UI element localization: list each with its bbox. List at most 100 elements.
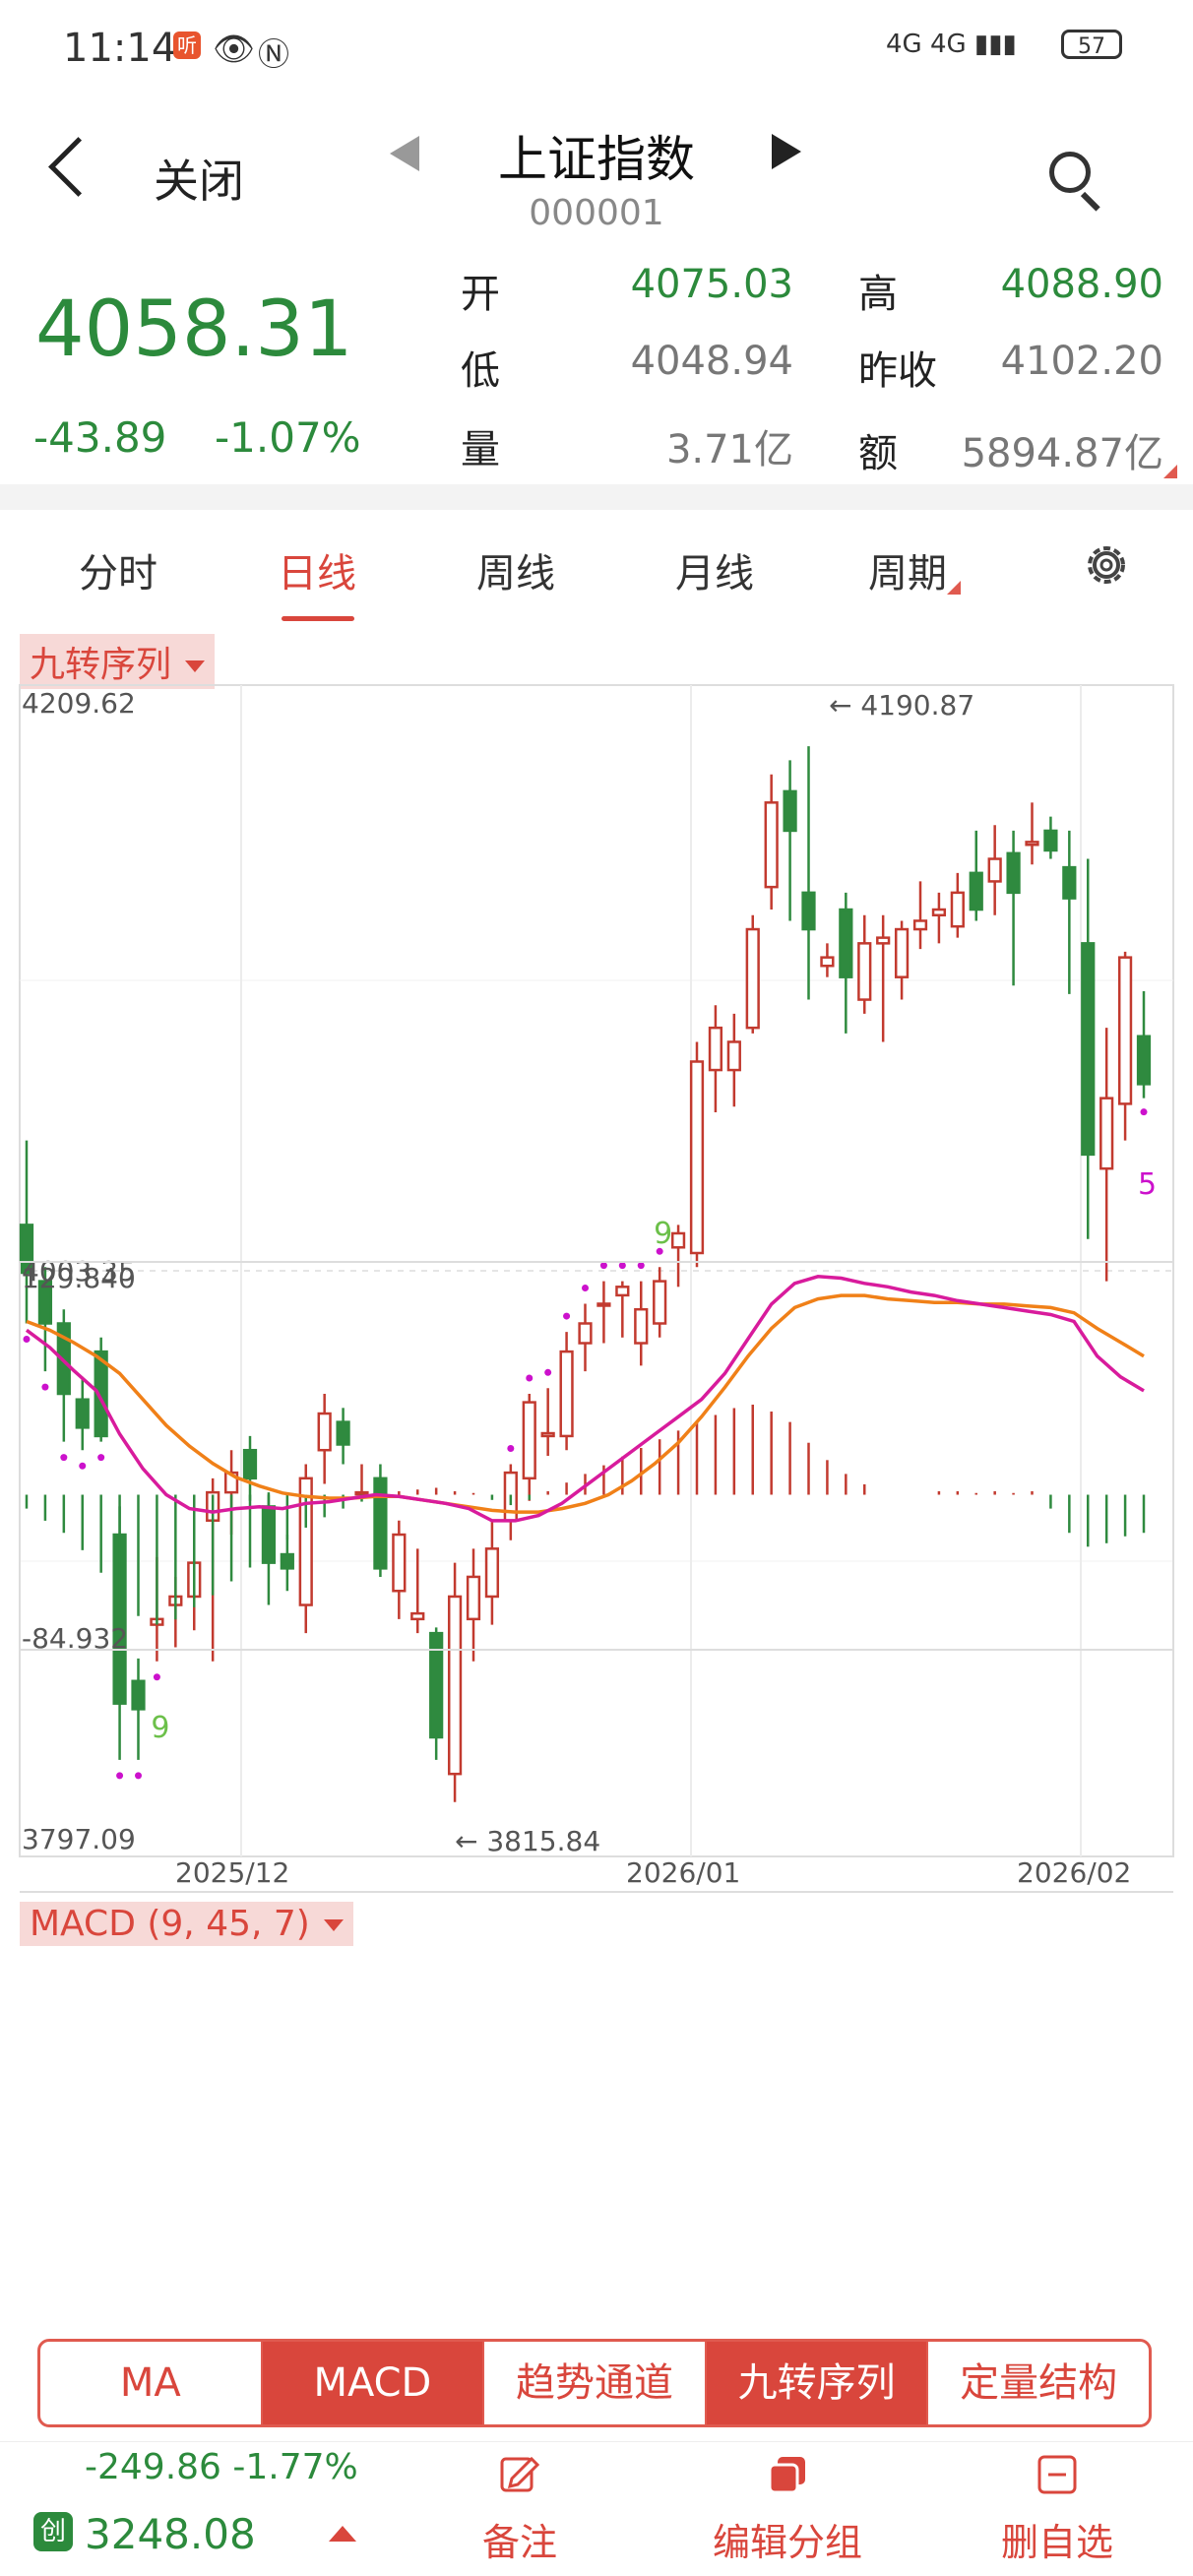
candle-down xyxy=(280,1552,294,1570)
candle-up xyxy=(708,1026,723,1072)
kline-chart[interactable]: 9 9 5 4209.62 4003.35 3797.09 ← 4190.87 ← 3815.… xyxy=(0,679,1193,2343)
td-sequence-button[interactable]: 九转序列 xyxy=(706,2342,929,2424)
close-button[interactable]: 关闭 xyxy=(154,155,244,208)
candle-up xyxy=(745,927,760,1030)
chevron-down-icon xyxy=(185,660,206,672)
candle-up xyxy=(559,1350,574,1438)
next-stock-icon[interactable] xyxy=(772,134,801,169)
candle-down xyxy=(19,1224,34,1275)
td-dot xyxy=(153,1673,160,1681)
candle-down xyxy=(37,1280,53,1325)
x-tick-label: 2026/01 xyxy=(626,1856,740,1889)
candle-up xyxy=(689,1060,705,1255)
low-annotation: ← 3815.84 xyxy=(455,1825,600,1857)
low-label: 低 xyxy=(461,348,500,394)
battery-icon: 57 xyxy=(1061,30,1122,59)
candle-up xyxy=(670,1231,686,1249)
ma-button[interactable]: MA xyxy=(40,2342,263,2424)
expand-corner-icon[interactable] xyxy=(1163,465,1177,478)
volume-label: 量 xyxy=(461,427,500,472)
td-dot xyxy=(618,1262,626,1270)
back-icon[interactable] xyxy=(48,137,108,197)
td-dot xyxy=(23,1336,31,1344)
group-icon[interactable] xyxy=(766,2453,809,2496)
remove-icon[interactable] xyxy=(1036,2453,1079,2496)
candle-down xyxy=(969,871,983,911)
tab-intraday[interactable]: 分时 xyxy=(79,551,157,597)
x-tick-label: 2026/02 xyxy=(1017,1856,1131,1889)
tab-monthly[interactable]: 月线 xyxy=(675,551,754,597)
y-label-mid: 4003.35 xyxy=(22,1255,136,1288)
quant-structure-button[interactable]: 定量结构 xyxy=(960,2360,1118,2406)
candle-down xyxy=(373,1476,388,1570)
dif-line xyxy=(25,1275,1145,1523)
high-annotation: ← 4190.87 xyxy=(829,689,974,722)
candle-down xyxy=(429,1631,444,1739)
macd-y-label-top: 129.840 xyxy=(22,1262,136,1294)
candle-up xyxy=(484,1547,500,1599)
candle-down xyxy=(1006,851,1021,895)
amount-label: 额 xyxy=(858,431,898,476)
td-dot xyxy=(637,1262,645,1270)
candle-down xyxy=(242,1448,258,1480)
td-dot xyxy=(135,1772,142,1780)
dea-line xyxy=(26,1293,1145,1514)
tab-active-indicator xyxy=(282,616,354,621)
related-index-price[interactable]: 3248.08 xyxy=(85,2510,256,2558)
candle-up xyxy=(447,1595,463,1776)
divider xyxy=(0,484,1193,510)
high-value: 4088.90 xyxy=(1000,262,1163,307)
tab-weekly[interactable]: 周线 xyxy=(476,551,555,597)
macd-y-label-bottom: -84.932 xyxy=(22,1622,128,1655)
expand-up-icon[interactable] xyxy=(329,2526,356,2542)
candle-up xyxy=(615,1286,630,1297)
td-dot xyxy=(563,1312,571,1320)
candle-up xyxy=(317,1412,332,1452)
candle-up xyxy=(392,1533,407,1593)
td-label: 9 xyxy=(151,1711,169,1745)
candle-up xyxy=(950,891,965,928)
td-dot xyxy=(41,1383,49,1391)
search-icon[interactable] xyxy=(1049,152,1091,193)
candle-down xyxy=(336,1420,350,1446)
candle-up xyxy=(540,1431,555,1438)
prev-stock-icon[interactable] xyxy=(390,136,419,171)
tab-daily[interactable]: 日线 xyxy=(278,551,356,597)
volume-value: 3.71亿 xyxy=(665,427,793,472)
candle-down xyxy=(801,891,816,931)
edit-icon[interactable] xyxy=(498,2453,541,2496)
bottom-bar xyxy=(0,2441,1193,2576)
gear-icon[interactable] xyxy=(1081,539,1132,591)
related-index-change: -249.86 -1.77% xyxy=(85,2447,358,2487)
td-label: 5 xyxy=(1138,1167,1157,1202)
note-button[interactable]: 备注 xyxy=(481,2521,557,2564)
candle-up xyxy=(857,942,872,1001)
search-icon-handle xyxy=(1080,191,1100,212)
candle-up xyxy=(522,1401,536,1480)
candle-down xyxy=(783,789,797,833)
candle-down xyxy=(75,1398,90,1429)
trend-channel-button[interactable]: 趋势通道 xyxy=(484,2342,707,2424)
x-tick-label: 2025/12 xyxy=(175,1856,289,1889)
indicator-button-bar: MA MACD 趋势通道 九转序列 定量结构 xyxy=(37,2339,1152,2427)
open-label: 开 xyxy=(461,272,500,317)
td-dot xyxy=(507,1445,515,1453)
remove-watchlist-button[interactable]: 删自选 xyxy=(1000,2521,1113,2564)
sub-indicator-selector[interactable]: MACD (9, 45, 7) xyxy=(20,1902,353,1946)
td-dot xyxy=(599,1262,607,1270)
main-indicator-selector[interactable]: 九转序列 xyxy=(20,634,216,689)
candle-up xyxy=(912,919,928,931)
nfc-icon: Ⓝ xyxy=(258,35,290,73)
macd-button[interactable]: MACD xyxy=(262,2342,485,2424)
td-label: 9 xyxy=(654,1217,672,1251)
candle-up xyxy=(578,1322,593,1345)
candle-up xyxy=(354,1490,369,1496)
td-dot xyxy=(116,1772,124,1780)
app-notification-icon: 听 xyxy=(173,31,201,59)
candle-up xyxy=(1025,841,1039,847)
edit-group-button[interactable]: 编辑分组 xyxy=(712,2521,862,2564)
candle-up xyxy=(820,956,835,968)
signal-icon: 4G 4G ▮▮▮ xyxy=(886,30,1017,59)
network-label: 4G 4G xyxy=(886,30,967,59)
tab-period[interactable]: 周期 xyxy=(868,551,947,597)
